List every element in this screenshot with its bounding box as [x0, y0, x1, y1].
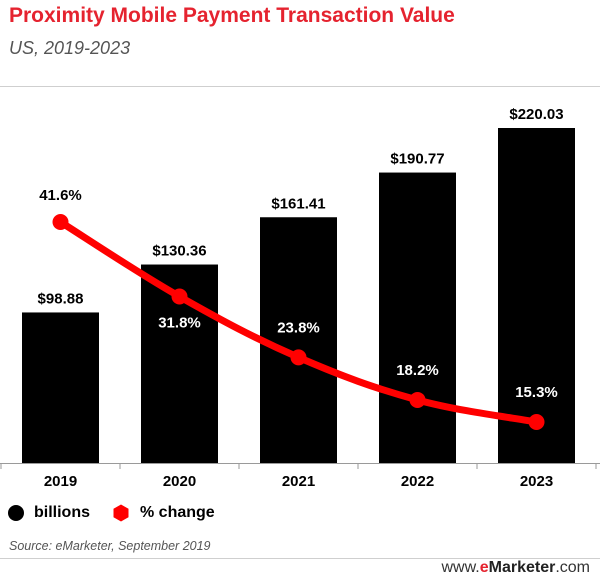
- chart-subtitle: US, 2019-2023: [9, 38, 131, 58]
- legend-item-billions: billions: [8, 504, 90, 522]
- legend-label-change: % change: [140, 504, 215, 521]
- line-label-2020: 31.8%: [158, 315, 201, 332]
- legend: billions % change: [8, 502, 237, 524]
- bar-2022: [379, 172, 456, 463]
- bar-label-2020: $130.36: [152, 243, 206, 260]
- bar-2019: [22, 312, 99, 463]
- black-circle-icon: [8, 505, 24, 521]
- brand-url[interactable]: www.eMarketer.com: [441, 559, 590, 577]
- line-point-2023: [528, 414, 545, 430]
- line-point-2021: [290, 349, 307, 366]
- top-divider: [0, 86, 600, 87]
- bar-2023: [498, 128, 575, 463]
- bar-label-2019: $98.88: [38, 290, 84, 307]
- line-label-2019: 41.6%: [39, 187, 82, 204]
- brand-name: Marketer: [488, 559, 556, 576]
- x-tick-label-2019: 2019: [44, 473, 77, 490]
- bottom-divider: [0, 558, 600, 559]
- x-tick-label-2020: 2020: [163, 473, 196, 490]
- line-point-2020: [171, 288, 188, 305]
- brand-prefix: www.: [441, 559, 480, 576]
- bar-label-2023: $220.03: [509, 106, 563, 123]
- x-tick-label-2021: 2021: [282, 473, 315, 490]
- source-note: Source: eMarketer, September 2019: [9, 539, 211, 553]
- legend-item-change: % change: [112, 504, 215, 522]
- line-label-2021: 23.8%: [277, 319, 320, 336]
- legend-label-billions: billions: [34, 504, 90, 521]
- line-label-2023: 15.3%: [515, 384, 558, 401]
- brand-e: e: [479, 559, 489, 576]
- line-label-2022: 18.2%: [396, 362, 439, 379]
- chart-title: Proximity Mobile Payment Transaction Val…: [9, 4, 455, 27]
- combo-chart: $98.88 $130.36 $161.41 $190.77 $220.03 2019 20…: [0, 106, 600, 490]
- line-point-2022: [409, 391, 426, 408]
- bar-label-2022: $190.77: [390, 151, 444, 168]
- line-point-2019: [52, 214, 69, 230]
- x-tick-label-2022: 2022: [401, 473, 434, 490]
- red-hexagon-icon: [113, 504, 129, 522]
- x-tick-label-2023: 2023: [520, 473, 553, 490]
- bar-2021: [260, 217, 337, 463]
- bar-label-2021: $161.41: [271, 195, 325, 212]
- brand-suffix: .com: [555, 559, 590, 576]
